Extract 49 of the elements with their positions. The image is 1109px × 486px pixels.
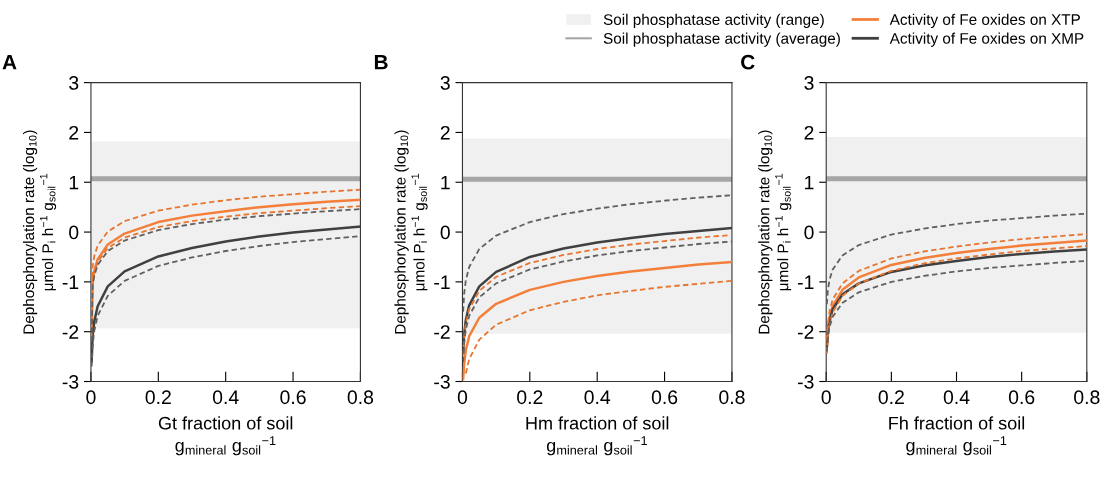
y-tick-label: 1 xyxy=(805,175,814,190)
x-tick-label: 0.4 xyxy=(943,390,970,405)
x-axis-title: Gt fraction of soil g$_{mineral}$ g$_{soil}$$^{−1}$ xyxy=(158,416,293,456)
x-tick-label: 0.4 xyxy=(212,390,239,405)
y-tick-label: -2 xyxy=(434,325,450,339)
y-tick-label: -1 xyxy=(62,275,79,289)
y-tick-label: 2 xyxy=(440,125,450,140)
x-axis-title: Fh fraction of soil g$_{mineral}$ g$_{soil}$$^{−1}$ xyxy=(889,416,1025,456)
x-tick-label: 0.6 xyxy=(280,390,306,405)
y-tick-label: -3 xyxy=(797,374,814,389)
legend-label: Soil phosphatase activity (range) xyxy=(603,13,824,28)
text: Dephosphorylation rate (log$_{10}$) μmol P$_{i}$ h$^{−1}$ g$_{soil}$$^{−1}$ xyxy=(394,130,428,334)
y-tick-label: 0 xyxy=(440,225,450,240)
x-tick-label: 0.8 xyxy=(719,390,745,405)
y-tick-label: 3 xyxy=(440,76,450,90)
x-axis-title: Hm fraction of soil g$_{mineral}$ g$_{soil}$$^{−1}$ xyxy=(526,416,669,456)
y-tick-label: 1 xyxy=(441,175,450,190)
x-tick-label: 0.8 xyxy=(1074,390,1100,405)
chart-title: A xyxy=(2,55,17,70)
y-tick-label: -2 xyxy=(62,325,79,339)
y-tick-label: 3 xyxy=(804,76,814,90)
x-tick-label: 0.2 xyxy=(145,390,171,405)
chart-title: B xyxy=(374,55,388,70)
y-tick-label: -3 xyxy=(434,374,450,389)
y-tick-label: 2 xyxy=(804,125,814,140)
x-tick-label: 0 xyxy=(821,390,831,405)
text: Dephosphorylation rate (log$_{10}$) μmol P$_{i}$ h$^{−1}$ g$_{soil}$$^{−1}$ xyxy=(758,130,792,334)
x-tick-label: 0.8 xyxy=(347,390,374,405)
y-tick-label: -3 xyxy=(62,374,79,389)
chart-title: C xyxy=(741,54,755,70)
x-tick-label: 0 xyxy=(86,390,96,405)
x-tick-label: 0.2 xyxy=(878,390,904,405)
y-tick-label: -1 xyxy=(797,275,814,289)
legend-label: Soil phosphatase activity (average) xyxy=(603,32,840,47)
text: Dephosphorylation rate (log$_{10}$) μmol P$_{i}$ h$^{−1}$ g$_{soil}$$^{−1}$ xyxy=(22,130,57,334)
legend-label: Activity of Fe oxides on XTP xyxy=(889,13,1080,28)
x-tick-label: 0.6 xyxy=(1008,390,1035,405)
y-tick-label: 0 xyxy=(804,225,814,240)
y-tick-label: 0 xyxy=(69,225,79,240)
y-tick-label: 3 xyxy=(69,76,79,90)
legend-label: Activity of Fe oxides on XMP xyxy=(889,32,1084,47)
y-tick-label: 1 xyxy=(69,175,79,190)
x-tick-label: 0.2 xyxy=(517,390,543,405)
y-tick-label: -2 xyxy=(797,325,814,339)
x-tick-label: 0.6 xyxy=(651,390,678,405)
y-tick-label: 2 xyxy=(69,125,79,140)
x-tick-label: 0.4 xyxy=(584,390,611,405)
y-tick-label: -1 xyxy=(434,275,450,289)
x-tick-label: 0 xyxy=(457,390,468,405)
